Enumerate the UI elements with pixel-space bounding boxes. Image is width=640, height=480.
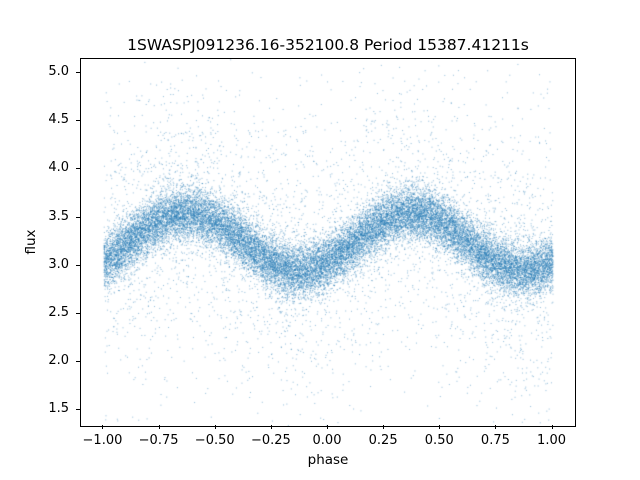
y-tick-mark (76, 408, 80, 410)
x-tick-label: 0.00 (312, 433, 342, 448)
x-axis-label: phase (307, 452, 349, 468)
y-tick-label: 3.5 (48, 208, 69, 224)
y-tick-label: 2.5 (48, 304, 69, 320)
y-tick-mark (76, 72, 80, 74)
x-tick-mark (158, 425, 160, 429)
x-tick-mark (214, 425, 216, 429)
y-tick-mark (76, 168, 80, 170)
axes-area (80, 58, 576, 427)
y-tick-label: 1.5 (48, 400, 69, 416)
x-tick-label: −1.00 (82, 433, 123, 448)
y-tick-mark (76, 120, 80, 122)
x-tick-mark (495, 425, 497, 429)
y-tick-label: 4.5 (48, 112, 69, 128)
y-tick-label: 4.0 (48, 160, 69, 176)
x-tick-label: 0.50 (424, 433, 454, 448)
x-tick-mark (327, 425, 328, 429)
y-tick-mark (76, 312, 80, 314)
y-tick-mark (76, 216, 80, 218)
x-tick-mark (270, 425, 272, 429)
y-tick-mark (76, 360, 80, 362)
x-tick-mark (439, 425, 441, 429)
x-tick-mark (383, 425, 385, 429)
y-tick-label: 3.0 (48, 256, 69, 272)
x-tick-label: 1.00 (537, 433, 567, 448)
y-axis-label: flux (23, 229, 39, 255)
x-tick-label: 0.75 (480, 433, 510, 448)
y-tick-label: 5.0 (48, 64, 69, 80)
y-tick-mark (76, 264, 80, 266)
x-tick-label: −0.25 (250, 433, 291, 448)
x-tick-label: −0.50 (194, 433, 235, 448)
chart-title: 1SWASPJ091236.16-352100.8 Period 15387.4… (127, 36, 529, 54)
x-tick-mark (102, 425, 104, 429)
x-tick-mark (551, 425, 553, 429)
x-tick-label: −0.75 (138, 433, 179, 448)
y-tick-label: 2.0 (48, 352, 69, 368)
scatter-canvas (81, 59, 575, 426)
x-tick-label: 0.25 (368, 433, 398, 448)
